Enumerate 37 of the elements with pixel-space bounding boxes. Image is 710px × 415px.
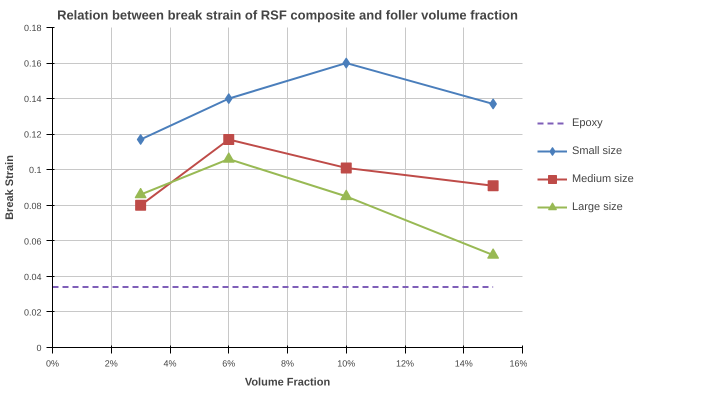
x-tick-label: 6%	[222, 358, 236, 368]
y-tick-label: 0.18	[24, 23, 42, 33]
y-axis-title: Break Strain	[4, 154, 16, 220]
point	[340, 162, 352, 174]
point	[340, 190, 352, 200]
x-tick-label: 0%	[46, 358, 60, 368]
y-tick-label: 0.08	[24, 200, 42, 211]
y-tick-label: 0.04	[24, 272, 42, 282]
x-tick-label: 14%	[454, 358, 473, 368]
point	[488, 180, 499, 192]
point	[342, 58, 350, 69]
point	[224, 93, 233, 104]
legend-label: Large size	[572, 200, 623, 213]
point	[135, 200, 146, 211]
x-axis-title: Volume Fraction	[244, 376, 330, 388]
legend-label: Epoxy	[572, 116, 603, 129]
point	[487, 248, 500, 259]
y-tick-label: 0.12	[24, 130, 42, 140]
y-tick-label: 0.06	[24, 236, 42, 246]
point	[222, 152, 235, 163]
point	[223, 134, 234, 145]
legend-label: Medium size	[572, 172, 634, 185]
x-tick-label: 2%	[104, 358, 118, 368]
y-tick-label: 0.14	[24, 94, 42, 104]
x-tick-label: 10%	[337, 358, 356, 368]
x-tick-label: 16%	[509, 358, 528, 368]
chart-title: Relation between break strain of RSF composite and foller volume fraction	[57, 8, 518, 22]
y-tick-label: 0	[36, 343, 42, 353]
legend-label: Small size	[572, 144, 622, 157]
y-tick-label: 0.16	[24, 58, 42, 69]
y-tick-label: 0.02	[24, 307, 42, 318]
y-tick-label: 0.1	[28, 165, 42, 176]
point	[134, 188, 147, 198]
x-tick-label: 8%	[280, 358, 294, 368]
x-tick-label: 4%	[163, 358, 177, 368]
x-tick-label: 12%	[396, 358, 414, 368]
point	[136, 134, 144, 145]
